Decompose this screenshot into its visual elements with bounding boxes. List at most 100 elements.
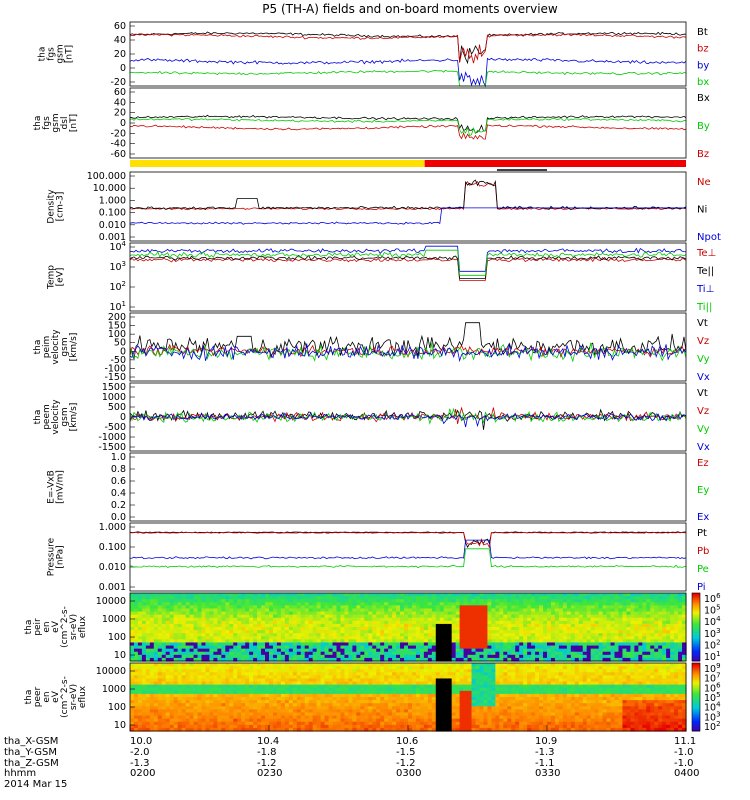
spectrogram-cell <box>209 630 214 634</box>
spectrogram-cell <box>340 684 346 689</box>
spectrogram-cell <box>245 703 250 707</box>
spectrogram-cell <box>666 645 671 650</box>
spectrogram-cell <box>574 602 580 606</box>
spectrogram-cell <box>411 693 417 698</box>
spectrogram-cell <box>499 642 504 647</box>
spectrogram-cell <box>475 596 481 600</box>
spectrogram-cell <box>352 684 357 689</box>
spectrogram-cell <box>149 700 155 704</box>
spectrogram-cell <box>511 642 516 647</box>
spectrogram-cell <box>578 602 584 606</box>
spectrogram-cell <box>415 651 421 656</box>
spectrogram-cell <box>415 666 421 670</box>
series-line-peim_vel <box>129 343 687 363</box>
spectrogram-cell <box>618 593 624 597</box>
spectrogram-cell <box>348 697 353 701</box>
spectrogram-cell <box>280 687 286 692</box>
spectrogram-cell <box>149 605 155 610</box>
spectrogram-cell <box>392 687 397 692</box>
spectrogram-cell <box>300 605 306 610</box>
spectrogram-cell <box>396 703 401 707</box>
spectrogram-cell <box>284 706 290 710</box>
spectrogram-cell <box>205 657 211 662</box>
spectrogram-cell <box>344 642 350 647</box>
series-line-pressure <box>129 539 687 560</box>
spectrogram-cell <box>439 611 445 616</box>
spectrogram-cell <box>404 645 409 650</box>
spectrogram-cell <box>332 605 338 610</box>
spectrogram-cell <box>503 633 508 637</box>
spectrogram-cell <box>447 614 453 619</box>
spectrogram-cell <box>614 648 620 653</box>
spectrogram-cell <box>415 605 421 610</box>
spectrogram-cell <box>213 657 218 662</box>
spectrogram-cell <box>272 593 278 597</box>
spectrogram-cell <box>610 630 616 634</box>
spectrogram-cell <box>169 623 175 628</box>
spectrogram-cell <box>233 608 238 613</box>
spectrogram-cell <box>157 648 163 653</box>
spectrogram-cell <box>320 602 326 606</box>
spectrogram-cell <box>384 697 389 701</box>
spectrogram-cell <box>320 706 326 710</box>
spectrogram-cell <box>535 651 540 656</box>
spectrogram-cell <box>650 593 655 597</box>
spectrogram-cell <box>352 630 357 634</box>
spectrogram-cell <box>229 718 234 723</box>
spectrogram-cell <box>392 645 397 650</box>
spectrogram-cell <box>141 678 147 683</box>
spectrogram-cell <box>130 681 135 686</box>
spectrogram-cell <box>670 614 675 619</box>
spectrogram-cell <box>622 620 628 625</box>
spectrogram-cell <box>193 678 199 683</box>
spectrogram-cell <box>360 678 365 683</box>
spectrogram-cell <box>241 687 246 692</box>
spectrogram-cell <box>606 599 612 603</box>
spectrogram-cell <box>145 681 151 686</box>
spectrogram-cell <box>316 636 322 640</box>
spectrogram-cell <box>332 611 338 616</box>
spectrogram-cell <box>209 608 214 613</box>
spectrogram-cell <box>562 593 568 597</box>
spectrogram-cell <box>280 709 286 714</box>
spectrogram-cell <box>539 608 544 613</box>
spectrogram-cell <box>487 651 492 656</box>
spectrogram-cell <box>658 645 663 650</box>
spectrogram-cell <box>241 608 246 613</box>
spectrogram-cell <box>495 636 500 640</box>
spectrogram-cell <box>237 663 242 667</box>
spectrogram-cell <box>177 727 183 732</box>
spectrogram-cell <box>292 675 298 680</box>
spectrogram-cell <box>531 596 536 600</box>
spectrogram-cell <box>237 623 242 628</box>
spectrogram-cell <box>642 657 647 662</box>
spectrogram-cell <box>141 651 147 656</box>
panel-ylabel-line: peer <box>33 686 43 707</box>
spectrogram-cell <box>137 599 143 603</box>
spectrogram-cell <box>427 630 433 634</box>
spectrogram-cell <box>324 672 330 676</box>
spectrogram-cell <box>336 639 342 644</box>
spectrogram-cell <box>658 654 663 659</box>
spectrogram-cell <box>280 666 286 670</box>
spectrogram-cell <box>153 693 159 698</box>
spectrogram-cell <box>372 678 377 683</box>
spectrogram-cell <box>209 715 214 720</box>
spectrogram-cell <box>312 614 318 619</box>
spectrogram-cell <box>411 703 417 707</box>
spectrogram-cell <box>531 614 536 619</box>
spectrogram-cell <box>650 614 655 619</box>
spectrogram-cell <box>364 663 369 667</box>
spectrogram-cell <box>368 648 373 653</box>
spectrogram-cell <box>213 721 218 726</box>
spectrogram-cell <box>356 669 361 673</box>
spectrogram-cell <box>539 639 544 644</box>
spectrogram-cell <box>396 697 401 701</box>
spectrogram-cell <box>459 654 465 659</box>
spectrogram-cell <box>415 684 421 689</box>
spectrogram-cell <box>372 639 377 644</box>
spectrogram-cell <box>149 645 155 650</box>
spectrogram-cell <box>137 709 143 714</box>
spectrogram-cell <box>507 639 512 644</box>
series-line-fgs_gsm <box>129 69 687 87</box>
